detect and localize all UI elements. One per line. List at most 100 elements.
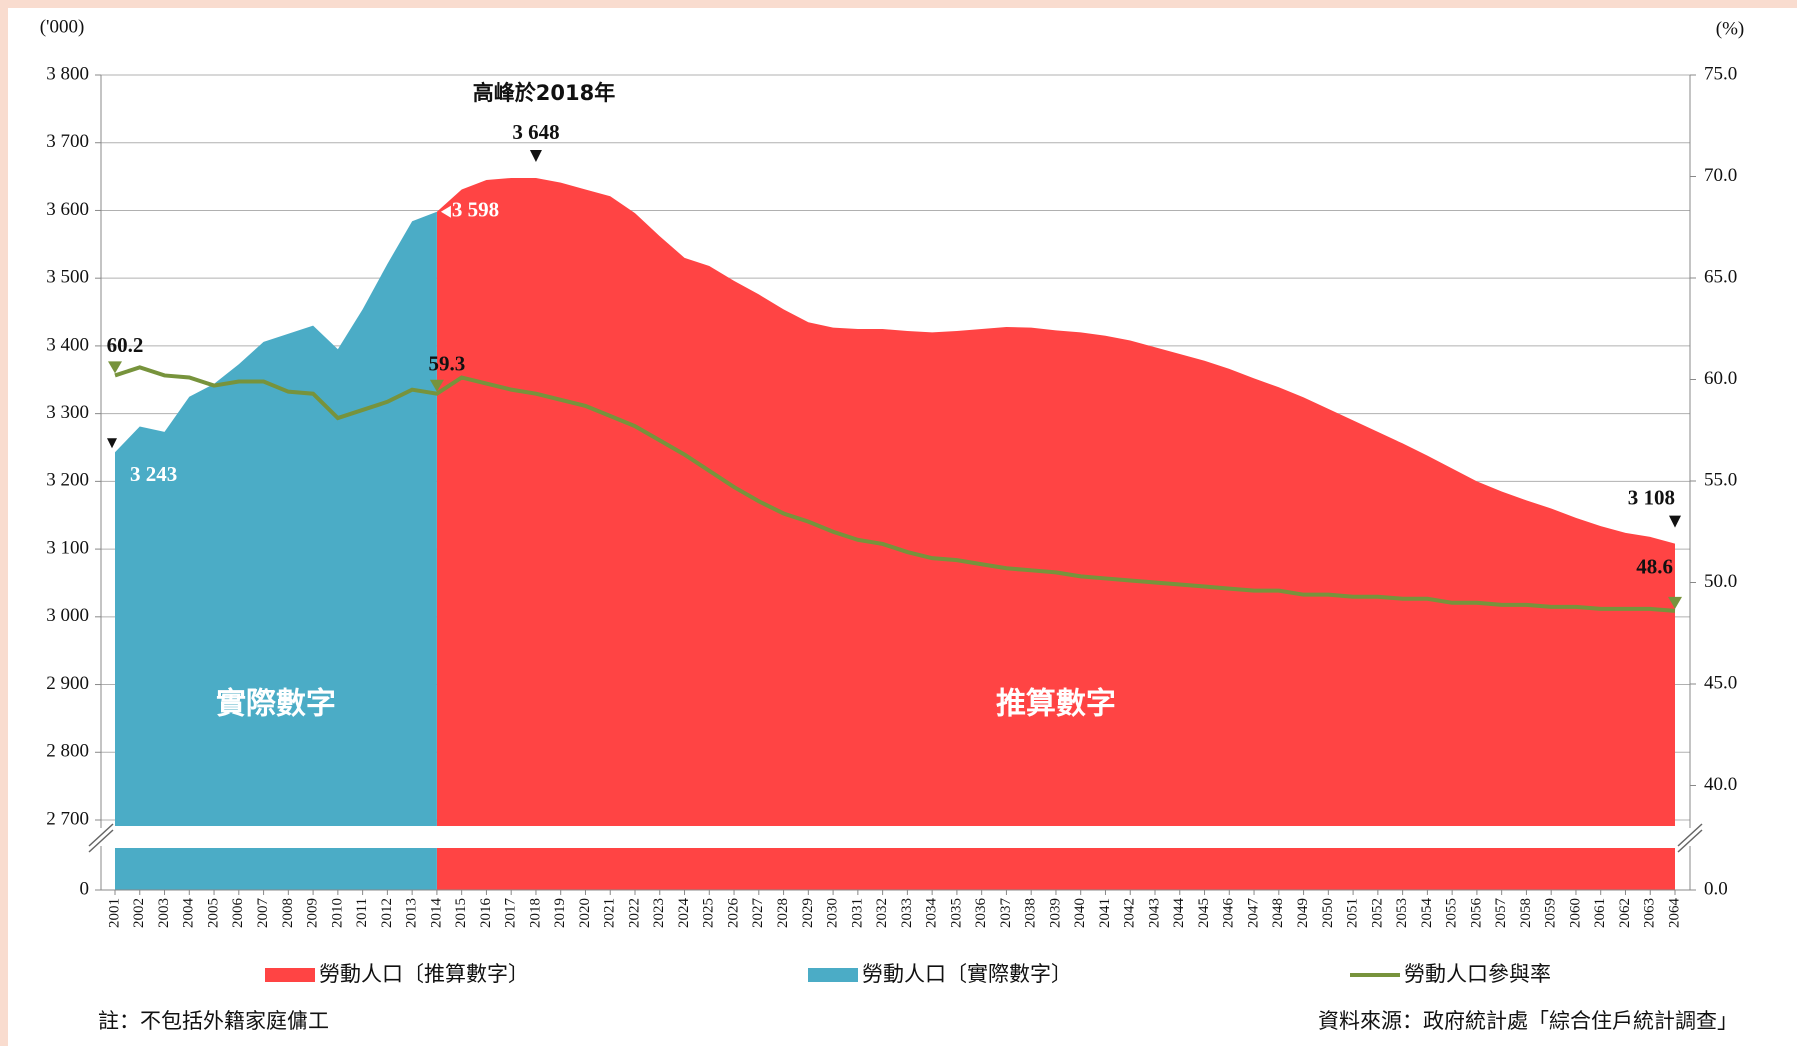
x-tick-label: 2003 <box>156 898 172 928</box>
x-tick-label: 2063 <box>1642 898 1658 928</box>
x-tick-label: 2026 <box>725 898 741 929</box>
x-tick-label: 2047 <box>1245 898 1261 929</box>
x-tick-label: 2052 <box>1369 898 1385 928</box>
x-tick-label: 2019 <box>552 898 568 928</box>
y2-unit: (%) <box>1716 18 1744 39</box>
x-tick-label: 2007 <box>255 898 271 929</box>
y-tick-label: 2 700 <box>46 808 89 829</box>
x-tick-label: 2064 <box>1666 898 1682 929</box>
x-tick-label: 2048 <box>1270 898 1286 928</box>
x-tick-label: 2034 <box>924 898 940 929</box>
y-tick-label: 2 900 <box>46 673 89 694</box>
value-label: 3 108 <box>1628 485 1675 509</box>
y-tick-label: 2 800 <box>46 741 89 762</box>
axis-break-gap <box>1680 828 1700 846</box>
y-tick-label: 3 800 <box>46 63 89 84</box>
area <box>115 211 437 827</box>
x-tick-label: 2005 <box>205 898 221 928</box>
x-tick-label: 2023 <box>651 898 667 928</box>
x-tick-label: 2024 <box>676 898 692 929</box>
x-tick-label: 2062 <box>1617 898 1633 928</box>
x-tick-label: 2022 <box>626 898 642 928</box>
peak-annotation: 高峰於2018年 <box>473 81 615 105</box>
x-tick-label: 2051 <box>1345 898 1361 928</box>
y2-tick-label: 60.0 <box>1704 368 1737 389</box>
x-tick-label: 2035 <box>948 898 964 928</box>
x-tick-label: 2032 <box>874 898 890 928</box>
x-tick-label: 2060 <box>1567 898 1583 928</box>
legend-swatch <box>808 968 858 982</box>
pointer <box>529 149 542 162</box>
area-break-band <box>436 848 1675 890</box>
x-tick-label: 2029 <box>800 898 816 928</box>
x-tick-label: 2001 <box>106 898 122 928</box>
x-tick-label: 2013 <box>404 898 420 928</box>
x-tick-label: 2015 <box>453 898 469 928</box>
x-tick-label: 2036 <box>973 898 989 929</box>
x-tick-label: 2049 <box>1295 898 1311 928</box>
y-tick-label: 3 300 <box>46 402 89 423</box>
y-unit: ('000) <box>40 16 85 37</box>
x-tick-label: 2033 <box>899 898 915 928</box>
x-tick-label: 2040 <box>1072 898 1088 928</box>
area-break-band <box>115 848 437 890</box>
x-tick-label: 2044 <box>1171 898 1187 929</box>
x-tick-label: 2057 <box>1493 898 1509 929</box>
axis-break-gap <box>91 828 111 846</box>
y2-tick-label: 40.0 <box>1704 774 1737 795</box>
x-tick-label: 2017 <box>503 898 519 929</box>
x-tick-label: 2031 <box>849 898 865 928</box>
x-tick-label: 2041 <box>1097 898 1113 928</box>
pointer <box>429 379 444 392</box>
x-tick-label: 2050 <box>1320 898 1336 928</box>
x-tick-label: 2055 <box>1444 898 1460 928</box>
x-tick-label: 2027 <box>750 898 766 929</box>
x-tick-label: 2046 <box>1221 898 1237 929</box>
axis-break-mark <box>1677 823 1703 847</box>
value-label: 3 648 <box>512 120 559 144</box>
y2-tick-label: 50.0 <box>1704 571 1737 592</box>
y-tick-label: 3 500 <box>46 267 89 288</box>
x-tick-label: 2020 <box>577 898 593 928</box>
x-tick-label: 2002 <box>131 898 147 928</box>
y2-tick-label: 70.0 <box>1704 165 1737 186</box>
pointer <box>440 205 451 218</box>
x-tick-label: 2014 <box>428 898 444 929</box>
x-tick-label: 2038 <box>1023 898 1039 928</box>
value-label: 3 598 <box>452 198 499 222</box>
value-label: 3 243 <box>130 462 177 486</box>
line <box>114 365 1676 613</box>
region-label: 推算數字 <box>996 687 1116 722</box>
axis-break-mark <box>1677 829 1703 853</box>
y2-tick-label: 75.0 <box>1704 63 1737 84</box>
source: 資料來源：政府統計處「綜合住戶統計調查」 <box>1318 1009 1738 1033</box>
x-tick-label: 2039 <box>1047 898 1063 928</box>
x-tick-label: 2028 <box>775 898 791 928</box>
x-tick-label: 2030 <box>825 898 841 928</box>
axis-break-mark <box>88 829 114 853</box>
x-tick-label: 2059 <box>1543 898 1559 928</box>
y-tick-label: 0 <box>80 878 90 899</box>
x-tick-label: 2054 <box>1419 898 1435 929</box>
axis-break-mark <box>88 823 114 847</box>
y-tick-label: 3 000 <box>46 605 89 626</box>
legend-label: 勞動人口〔實際數字〕 <box>862 962 1072 986</box>
x-tick-label: 2056 <box>1468 898 1484 929</box>
y2-tick-label: 55.0 <box>1704 469 1737 490</box>
value-label: 59.3 <box>429 352 466 376</box>
x-tick-label: 2042 <box>1122 898 1138 928</box>
y-tick-label: 3 200 <box>46 470 89 491</box>
region-label: 實際數字 <box>216 687 336 722</box>
x-tick-label: 2016 <box>478 898 494 929</box>
area <box>436 177 1675 827</box>
pointer <box>1668 596 1682 609</box>
y-tick-label: 3 100 <box>46 537 89 558</box>
y-tick-label: 3 400 <box>46 334 89 355</box>
x-tick-label: 2006 <box>230 898 246 929</box>
x-tick-label: 2009 <box>305 898 321 928</box>
pointer <box>107 438 117 449</box>
value-label: 60.2 <box>107 333 144 357</box>
x-tick-label: 2008 <box>280 898 296 928</box>
